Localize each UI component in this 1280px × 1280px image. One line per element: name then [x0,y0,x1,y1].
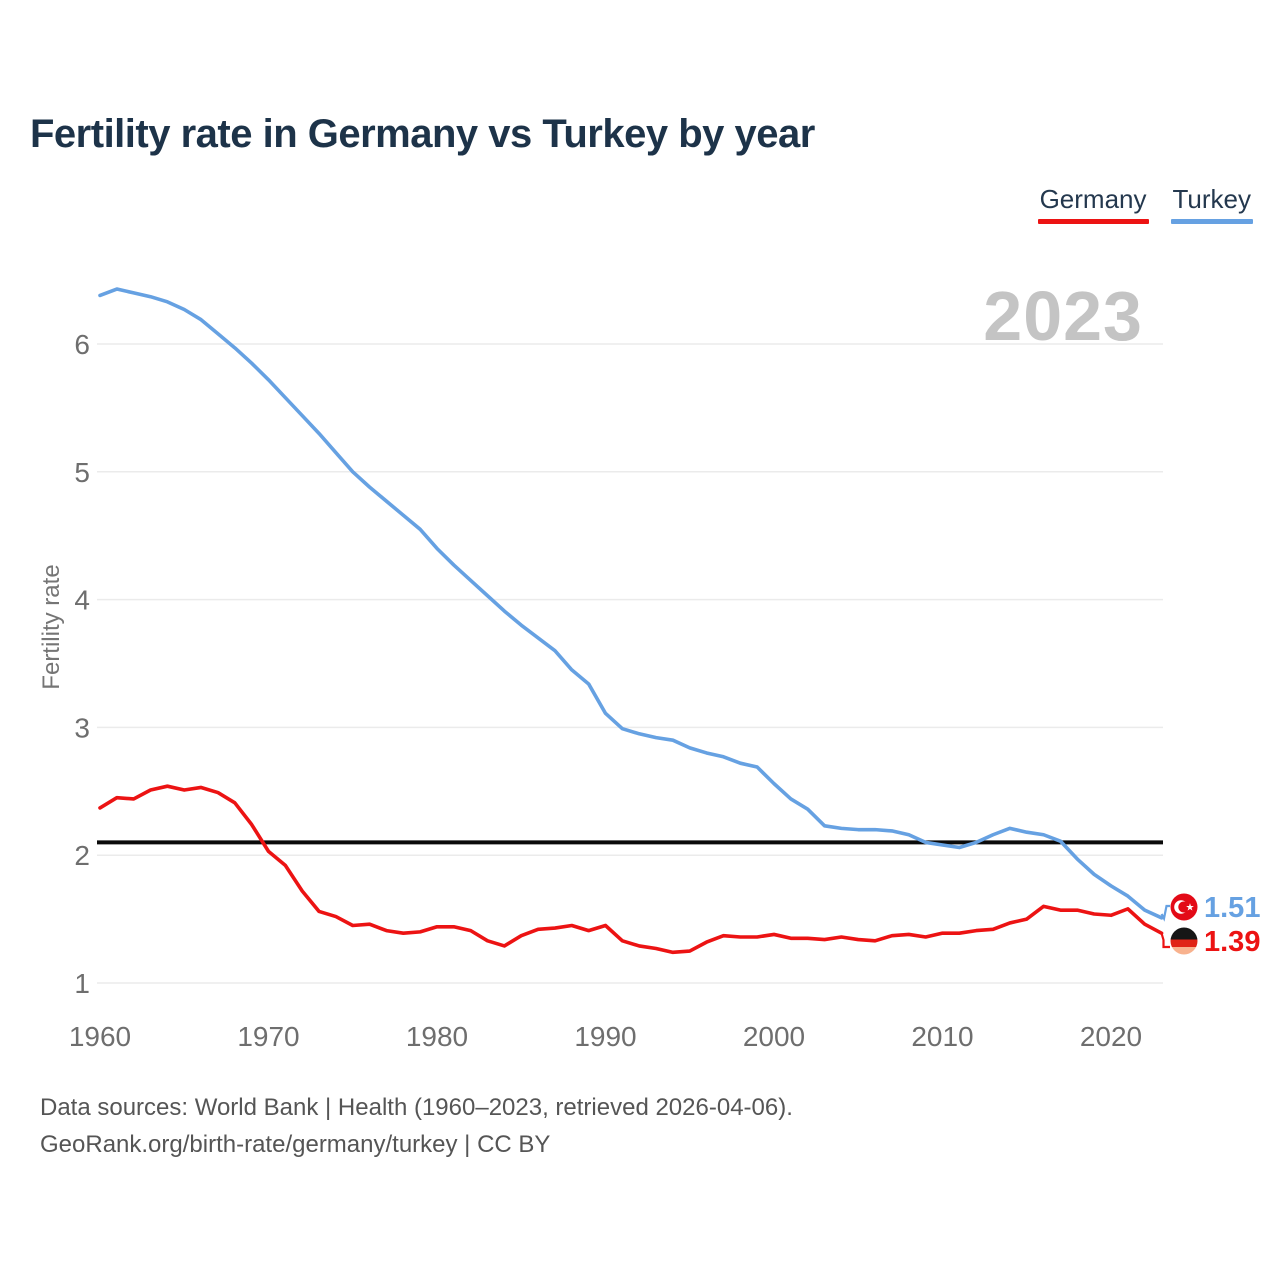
germany-connector-line [1160,933,1170,949]
y-tick-label-4: 4 [74,585,90,616]
turkey-flag-icon: ★ [1170,893,1198,921]
page-title: Fertility rate in Germany vs Turkey by y… [30,112,815,156]
x-tick-label-1970: 1970 [237,1021,299,1052]
y-tick-label-5: 5 [74,457,90,488]
x-axis-ticks: 1960 1970 1980 1990 2000 2010 2020 [69,1021,1142,1052]
x-tick-label-2000: 2000 [743,1021,805,1052]
end-value-turkey: 1.51 [1204,892,1260,924]
series-lines [98,287,1164,955]
legend: Germany Turkey [1037,184,1253,224]
footer-attribution-line: GeoRank.org/birth-rate/germany/turkey | … [40,1131,551,1158]
footer-sources-line: Data sources: World Bank | Health (1960–… [40,1094,793,1121]
footer: Data sources: World Bank | Health (1960–… [40,1089,793,1163]
y-tick-label-1: 1 [74,968,90,999]
series-line-germany [98,784,1164,955]
end-value-germany: 1.39 [1204,926,1260,958]
x-tick-label-1960: 1960 [69,1021,131,1052]
end-label-annotations: ★ 1.51 1.39 [1160,892,1260,958]
legend-label-turkey[interactable]: Turkey [1172,184,1252,214]
gridlines [97,343,1163,984]
x-tick-label-2020: 2020 [1080,1021,1142,1052]
legend-item-germany[interactable]: Germany [1037,184,1149,224]
svg-text:★: ★ [1186,903,1195,914]
y-axis-ticks: 1 2 3 4 5 6 [74,329,90,999]
y-tick-label-2: 2 [74,840,90,871]
legend-underline-turkey [1170,219,1253,224]
germany-flag-icon [1170,927,1198,955]
x-tick-label-1980: 1980 [406,1021,468,1052]
turkey-connector-line [1160,904,1170,922]
x-tick-label-1990: 1990 [574,1021,636,1052]
series-line-turkey [98,287,1164,920]
legend-item-turkey[interactable]: Turkey [1170,184,1253,224]
legend-label-germany[interactable]: Germany [1039,184,1147,214]
y-tick-label-3: 3 [74,712,90,743]
watermark-year: 2023 [983,277,1143,355]
legend-underline-germany [1037,219,1149,224]
x-tick-label-2010: 2010 [911,1021,973,1052]
y-tick-label-6: 6 [74,329,90,360]
